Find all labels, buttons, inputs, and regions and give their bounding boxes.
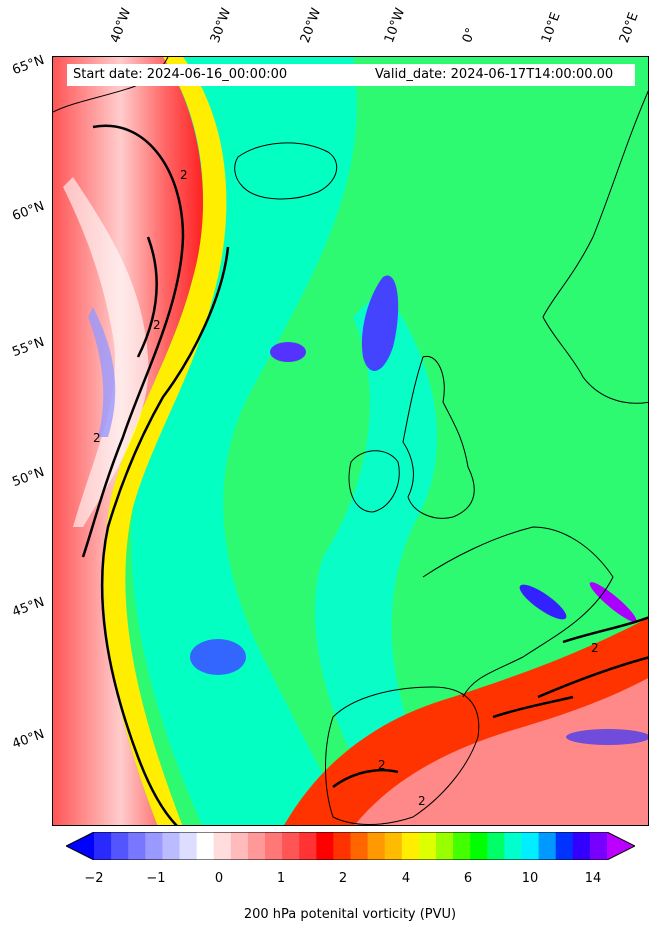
coastlines xyxy=(53,57,648,825)
colorbar-label: 200 hPa potenital vorticity (PVU) xyxy=(243,907,457,922)
contour-label: 2 xyxy=(93,431,101,445)
colorbar-extend-min xyxy=(66,832,94,860)
colorbar-segment xyxy=(213,832,232,860)
colorbar-segment xyxy=(162,832,180,860)
colorbar-segment xyxy=(299,832,317,860)
colorbar-segment xyxy=(384,832,403,860)
colorbar-segment xyxy=(555,832,574,860)
colorbar-segment xyxy=(94,832,112,860)
lon-label: 10°W xyxy=(381,6,409,45)
lat-label: 45°N xyxy=(10,594,47,621)
colorbar-segment xyxy=(230,832,249,860)
colorbar-tick: 6 xyxy=(463,871,473,886)
colorbar-segment xyxy=(401,832,420,860)
lon-label: 20°W xyxy=(297,6,325,45)
lat-label: 65°N xyxy=(10,52,47,79)
lon-label: 40°W xyxy=(107,6,135,45)
colorbar-extend-max xyxy=(607,832,635,860)
lon-label: 20°E xyxy=(616,10,642,46)
colorbar-segment xyxy=(196,832,215,860)
blue-anomaly-north xyxy=(361,275,399,371)
contour-label: 2 xyxy=(153,318,161,332)
lat-label: 55°N xyxy=(10,334,47,361)
colorbar-segment xyxy=(453,832,471,860)
lat-label: 60°N xyxy=(10,198,47,225)
colorbar-segment xyxy=(111,832,129,860)
colorbar-segment xyxy=(282,832,300,860)
contour-label: 2 xyxy=(418,794,426,808)
colorbar-segment xyxy=(367,832,386,860)
lat-label: 50°N xyxy=(10,464,47,491)
yellow-fringe xyxy=(103,57,227,825)
france-outline xyxy=(422,526,614,698)
colorbar-segment xyxy=(589,832,608,860)
valid-date-label: Valid_date: 2024-06-17T14:00:00.00 xyxy=(367,64,635,86)
colorbar-segment xyxy=(145,832,163,860)
colorbar-tick: 1 xyxy=(276,871,286,886)
iberia-outline xyxy=(325,686,480,825)
colorbar-segment xyxy=(572,832,591,860)
colorbar xyxy=(66,832,635,860)
colorbar-segment xyxy=(128,832,146,860)
contour-label: 2 xyxy=(591,641,599,655)
colorbar-segment xyxy=(333,832,351,860)
map-panel: 2 2 2 2 2 2 xyxy=(52,56,649,826)
iceland-outline xyxy=(234,142,338,200)
colorbar-tick: 0 xyxy=(214,871,224,886)
scandinavia-outline xyxy=(542,90,648,404)
colorbar-segment xyxy=(265,832,283,860)
start-date-label: Start date: 2024-06-16_00:00:00 xyxy=(67,64,367,86)
colorbar-segment xyxy=(538,832,557,860)
colorbar-segment xyxy=(504,832,522,860)
great-britain-outline xyxy=(402,355,475,519)
pv-map: 2 2 2 2 2 2 xyxy=(53,57,648,825)
lat-label: 40°N xyxy=(10,726,47,753)
colorbar-segment xyxy=(521,832,540,860)
ireland-outline xyxy=(348,450,400,513)
colorbar-tick: 10 xyxy=(521,871,539,886)
lon-label: 10°E xyxy=(538,10,564,46)
colorbar-segment xyxy=(470,832,488,860)
contour-label: 2 xyxy=(180,168,188,182)
colorbar-tick: −1 xyxy=(146,871,166,886)
cyan-region xyxy=(131,57,357,825)
colorbar-tick: 4 xyxy=(401,871,411,886)
colorbar-tick: −2 xyxy=(84,871,104,886)
pv-2-contour xyxy=(81,124,648,825)
colorbar-tick: 14 xyxy=(584,871,602,886)
colorbar-segment xyxy=(418,832,437,860)
colorbar-segment xyxy=(487,832,505,860)
colorbar-segment xyxy=(436,832,454,860)
colorbar-tick: 2 xyxy=(338,871,348,886)
colorbar-segment xyxy=(316,832,334,860)
colorbar-segment xyxy=(247,832,266,860)
contour-label: 2 xyxy=(378,758,386,772)
colorbar-segment xyxy=(179,832,198,860)
lon-label: 30°W xyxy=(207,6,235,45)
colorbar-segment xyxy=(350,832,369,860)
lon-label: 0° xyxy=(459,25,480,45)
